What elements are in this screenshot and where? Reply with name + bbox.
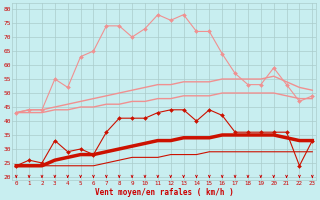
X-axis label: Vent moyen/en rafales ( km/h ): Vent moyen/en rafales ( km/h ) [95,188,234,197]
